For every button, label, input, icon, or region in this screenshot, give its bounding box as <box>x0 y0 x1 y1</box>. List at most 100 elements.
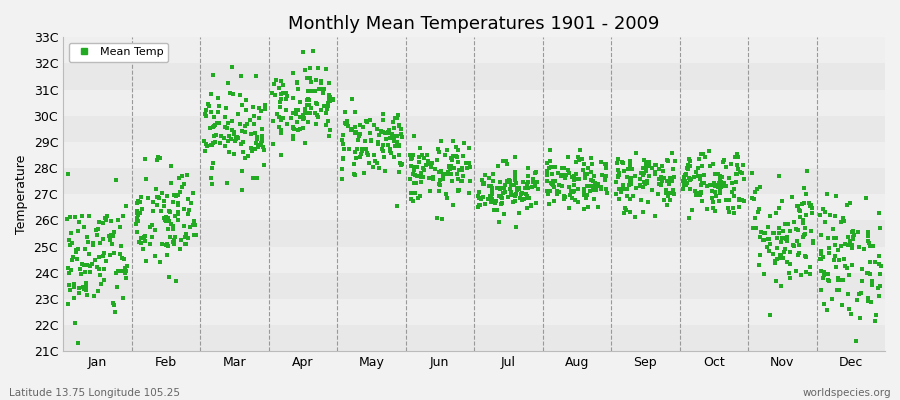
Point <box>679 170 693 177</box>
Point <box>654 176 669 182</box>
Point <box>442 164 456 170</box>
Point <box>590 180 605 187</box>
Point <box>360 150 374 156</box>
Point <box>816 206 831 212</box>
Point <box>864 299 878 306</box>
Point <box>475 177 490 183</box>
Point <box>544 164 558 170</box>
Point <box>158 214 173 220</box>
Point <box>320 102 335 109</box>
Point <box>366 151 381 158</box>
Point <box>498 188 512 195</box>
Point <box>725 205 740 211</box>
Point <box>268 92 283 98</box>
Point <box>557 196 572 202</box>
Point <box>590 204 605 210</box>
Point <box>806 238 820 245</box>
Point <box>302 65 317 72</box>
Point <box>81 239 95 245</box>
Point <box>780 221 795 227</box>
Point <box>814 232 829 238</box>
Point <box>376 129 391 135</box>
Point <box>558 194 572 201</box>
Point <box>668 158 682 164</box>
Point <box>436 176 451 182</box>
Point <box>63 213 77 220</box>
Point <box>639 161 653 167</box>
Point <box>155 190 169 196</box>
Point <box>200 143 214 149</box>
Point <box>159 241 174 247</box>
Point <box>654 162 669 169</box>
Point <box>130 212 145 218</box>
Point <box>868 318 883 325</box>
Point <box>130 229 145 235</box>
Point <box>486 170 500 177</box>
Point <box>450 188 464 194</box>
Point <box>715 174 729 180</box>
Point <box>682 156 697 162</box>
Point <box>345 126 359 132</box>
Point <box>338 146 352 152</box>
Point <box>462 160 476 166</box>
Point <box>624 209 638 215</box>
Point <box>490 185 504 191</box>
Point <box>279 89 293 96</box>
Point <box>378 168 392 174</box>
Point <box>745 224 760 231</box>
Point <box>762 241 777 247</box>
Point <box>588 184 602 190</box>
Legend: Mean Temp: Mean Temp <box>68 43 167 62</box>
Point <box>107 229 122 235</box>
Point <box>732 204 746 210</box>
Point <box>60 264 75 271</box>
Point <box>728 154 742 160</box>
Point <box>252 142 266 148</box>
Point <box>348 154 363 161</box>
Point <box>541 191 555 197</box>
Point <box>719 197 733 204</box>
Point <box>783 261 797 267</box>
Point <box>303 79 318 85</box>
Point <box>484 189 499 195</box>
Point <box>204 142 219 148</box>
Point <box>166 239 180 246</box>
Point <box>86 292 101 299</box>
Point <box>500 160 514 167</box>
Point <box>407 180 421 186</box>
Point <box>557 165 572 171</box>
Point <box>297 115 311 121</box>
Point <box>69 246 84 253</box>
Point <box>102 232 116 239</box>
Point <box>548 164 562 170</box>
Point <box>227 129 241 135</box>
Point <box>838 241 852 248</box>
Point <box>661 158 675 164</box>
Point <box>78 269 93 275</box>
Point <box>822 245 836 252</box>
Point <box>721 205 735 211</box>
Point <box>791 227 806 234</box>
Point <box>865 282 879 288</box>
Point <box>493 178 508 185</box>
Point <box>502 177 517 183</box>
Point <box>301 119 315 125</box>
Point <box>388 143 402 149</box>
Point <box>804 228 818 234</box>
Point <box>106 233 121 240</box>
Point <box>855 278 869 284</box>
Point <box>676 186 690 192</box>
Point <box>621 166 635 172</box>
Point <box>366 122 381 128</box>
Point <box>352 132 366 138</box>
Text: worldspecies.org: worldspecies.org <box>803 388 891 398</box>
Point <box>729 171 743 177</box>
Point <box>272 85 286 91</box>
Point <box>106 299 121 306</box>
Point <box>713 177 727 183</box>
Point <box>391 114 405 121</box>
Point <box>842 306 856 312</box>
Point <box>492 193 507 199</box>
Point <box>230 134 245 140</box>
Point <box>133 194 148 200</box>
